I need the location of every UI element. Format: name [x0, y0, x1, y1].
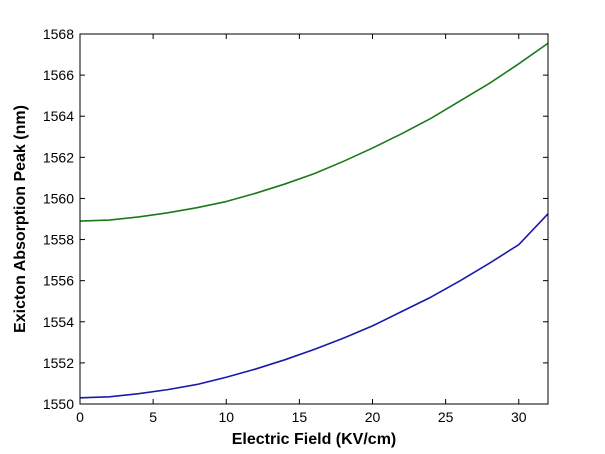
y-tick-label: 1566 — [43, 67, 74, 83]
axes-layer: 0 5 10 15 20 25 30 1550 1552 1554 1556 1558 1560 1562… — [43, 26, 549, 425]
x-tick-label: 15 — [292, 409, 308, 425]
x-tick-label: 0 — [76, 409, 84, 425]
series-line-1 — [79, 42, 549, 222]
x-axis-label: Electric Field (KV/cm) — [232, 431, 397, 448]
x-tick-label: 5 — [149, 409, 157, 425]
y-tick-label: 1552 — [43, 355, 74, 371]
y-axis-label: Exicton Absorption Peak (nm) — [12, 105, 29, 333]
x-tick-label: 30 — [511, 409, 527, 425]
y-tick-label: 1562 — [43, 149, 74, 165]
x-tick-label: 10 — [218, 409, 234, 425]
x-tick-label: 25 — [438, 409, 454, 425]
y-tick-label: 1558 — [43, 232, 74, 248]
y-tick-label: 1550 — [43, 396, 74, 412]
axes-frame — [79, 33, 549, 405]
y-tick-label: 1554 — [43, 314, 74, 330]
x-tick-label: 20 — [365, 409, 381, 425]
y-tick-label: 1564 — [43, 108, 74, 124]
y-tick-label: 1568 — [43, 26, 74, 42]
series-line-2 — [79, 213, 549, 399]
y-tick-label: 1560 — [43, 190, 74, 206]
series-layer — [79, 42, 549, 399]
y-tick-label: 1556 — [43, 273, 74, 289]
